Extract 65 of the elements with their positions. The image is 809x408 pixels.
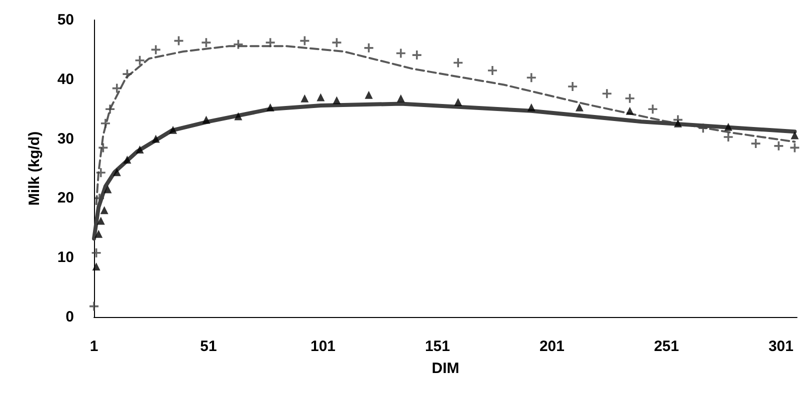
x-tick-label: 301 (768, 338, 794, 355)
y-tick-label: 30 (57, 130, 74, 148)
point (527, 103, 536, 112)
point (112, 168, 121, 176)
point (100, 206, 108, 214)
x-tick-label: 251 (654, 338, 679, 355)
point (266, 38, 275, 48)
point (602, 89, 612, 98)
point (92, 262, 100, 271)
point (364, 90, 373, 99)
line-series (95, 45, 796, 206)
point (266, 103, 274, 112)
y-tick-label: 40 (57, 70, 74, 88)
point (136, 145, 144, 154)
point (412, 50, 422, 60)
point (774, 141, 784, 150)
point (135, 56, 144, 65)
point (568, 82, 578, 92)
point (123, 156, 132, 164)
point (122, 70, 132, 79)
point (202, 38, 211, 48)
point (316, 93, 325, 102)
point (625, 94, 634, 103)
x-tick-label: 201 (539, 338, 564, 355)
point (674, 119, 682, 128)
point (300, 94, 309, 102)
point (94, 230, 103, 238)
point (332, 96, 341, 104)
point (332, 38, 342, 48)
x-tick-label: 101 (310, 338, 336, 355)
point (96, 216, 105, 225)
point (104, 185, 112, 194)
point (234, 40, 243, 49)
point (90, 302, 98, 311)
point (575, 103, 584, 112)
point (454, 98, 462, 106)
point (626, 106, 634, 115)
point (106, 104, 115, 114)
point (234, 112, 242, 120)
x-tick-label: 151 (424, 338, 450, 355)
point (169, 126, 177, 134)
point (396, 94, 405, 102)
point (488, 66, 497, 75)
point (751, 139, 760, 148)
point (96, 168, 106, 178)
point (648, 104, 658, 114)
point (152, 134, 160, 143)
point (724, 132, 733, 142)
point (100, 118, 110, 128)
x-axis-title: DIM (432, 360, 460, 377)
point (724, 122, 732, 131)
point (790, 131, 799, 140)
x-tick-label: 51 (200, 338, 217, 355)
y-tick-label: 50 (57, 12, 74, 28)
y-tick-label: 0 (66, 308, 74, 326)
point (526, 73, 536, 82)
y-axis-title: Milk (kg/d) (26, 131, 43, 206)
point (202, 116, 210, 124)
x-tick-label: 1 (90, 338, 98, 355)
y-tick-label: 10 (57, 249, 74, 266)
point (112, 84, 122, 93)
point (364, 43, 374, 52)
point (698, 124, 708, 133)
point (454, 58, 463, 68)
y-tick-label: 20 (57, 190, 74, 207)
